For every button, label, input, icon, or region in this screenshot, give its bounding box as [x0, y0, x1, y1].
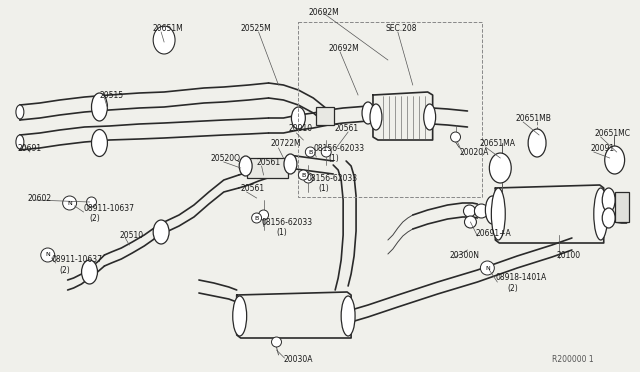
Text: N: N	[67, 201, 72, 205]
Text: B: B	[301, 173, 305, 177]
Circle shape	[298, 170, 308, 180]
Text: 20602: 20602	[28, 193, 52, 202]
Circle shape	[451, 132, 461, 142]
Text: 20020A: 20020A	[460, 148, 489, 157]
Bar	[298, 22, 483, 197]
Text: 20300N: 20300N	[449, 250, 479, 260]
Text: 20515: 20515	[99, 90, 124, 99]
Text: 20691+A: 20691+A	[476, 228, 511, 237]
Text: 08156-62033: 08156-62033	[262, 218, 313, 227]
Circle shape	[481, 261, 494, 275]
Ellipse shape	[490, 153, 511, 183]
Circle shape	[465, 216, 476, 228]
Text: B: B	[308, 150, 312, 154]
Text: R200000 1: R200000 1	[552, 356, 594, 365]
Ellipse shape	[594, 188, 608, 240]
Text: 20722M: 20722M	[271, 138, 301, 148]
Text: SEC.208: SEC.208	[386, 23, 417, 32]
Text: 20651MA: 20651MA	[479, 138, 515, 148]
Circle shape	[63, 196, 77, 210]
Text: N: N	[485, 266, 490, 270]
Text: 20091: 20091	[591, 144, 615, 153]
Text: N: N	[45, 253, 50, 257]
Ellipse shape	[424, 104, 436, 130]
Ellipse shape	[602, 188, 615, 212]
Ellipse shape	[362, 102, 374, 124]
Circle shape	[86, 197, 97, 207]
Ellipse shape	[233, 296, 246, 336]
Text: 20561: 20561	[334, 124, 358, 132]
Ellipse shape	[370, 104, 382, 130]
Text: 20691: 20691	[18, 144, 42, 153]
Ellipse shape	[92, 129, 108, 157]
Text: 20651M: 20651M	[152, 23, 183, 32]
Text: 20520Q: 20520Q	[211, 154, 241, 163]
Ellipse shape	[528, 129, 546, 157]
Text: B: B	[255, 215, 259, 221]
Text: 20510: 20510	[119, 231, 143, 240]
Ellipse shape	[291, 107, 305, 129]
Ellipse shape	[239, 156, 252, 176]
Ellipse shape	[485, 196, 499, 224]
Text: 20651MB: 20651MB	[515, 113, 551, 122]
Text: 08918-1401A: 08918-1401A	[495, 273, 547, 282]
Circle shape	[252, 213, 262, 223]
Ellipse shape	[81, 260, 97, 284]
Ellipse shape	[602, 208, 615, 228]
Text: (1): (1)	[328, 154, 339, 163]
Text: 20010: 20010	[289, 124, 312, 132]
Ellipse shape	[16, 105, 24, 119]
Ellipse shape	[284, 154, 297, 174]
Text: (2): (2)	[90, 214, 100, 222]
Ellipse shape	[605, 146, 625, 174]
Circle shape	[303, 173, 314, 183]
Circle shape	[259, 210, 269, 220]
Text: 08911-10637: 08911-10637	[84, 203, 134, 212]
Bar	[614, 192, 628, 222]
Text: (2): (2)	[60, 266, 70, 275]
Bar	[316, 107, 334, 125]
Circle shape	[474, 204, 488, 218]
Text: 20561: 20561	[257, 157, 281, 167]
Ellipse shape	[92, 93, 108, 121]
Text: (1): (1)	[276, 228, 287, 237]
Ellipse shape	[16, 135, 24, 149]
Text: 20525M: 20525M	[241, 23, 271, 32]
Bar	[246, 158, 289, 178]
Circle shape	[321, 147, 332, 157]
Text: 20030A: 20030A	[284, 356, 313, 365]
Circle shape	[463, 205, 476, 217]
Circle shape	[305, 147, 316, 157]
Text: 20651MC: 20651MC	[595, 128, 631, 138]
Text: 08156-62033: 08156-62033	[307, 173, 358, 183]
Ellipse shape	[153, 26, 175, 54]
Text: 20692M: 20692M	[308, 7, 339, 16]
Text: (1): (1)	[318, 183, 329, 192]
Ellipse shape	[153, 220, 169, 244]
Ellipse shape	[341, 296, 355, 336]
Text: 08911-10637: 08911-10637	[52, 256, 102, 264]
Circle shape	[41, 248, 54, 262]
Text: 20561: 20561	[241, 183, 265, 192]
Text: (2): (2)	[508, 283, 518, 292]
Ellipse shape	[492, 188, 505, 240]
Text: 08156-62033: 08156-62033	[314, 144, 364, 153]
Text: 20692M: 20692M	[328, 44, 359, 52]
Circle shape	[271, 337, 282, 347]
Text: 20100: 20100	[557, 250, 581, 260]
